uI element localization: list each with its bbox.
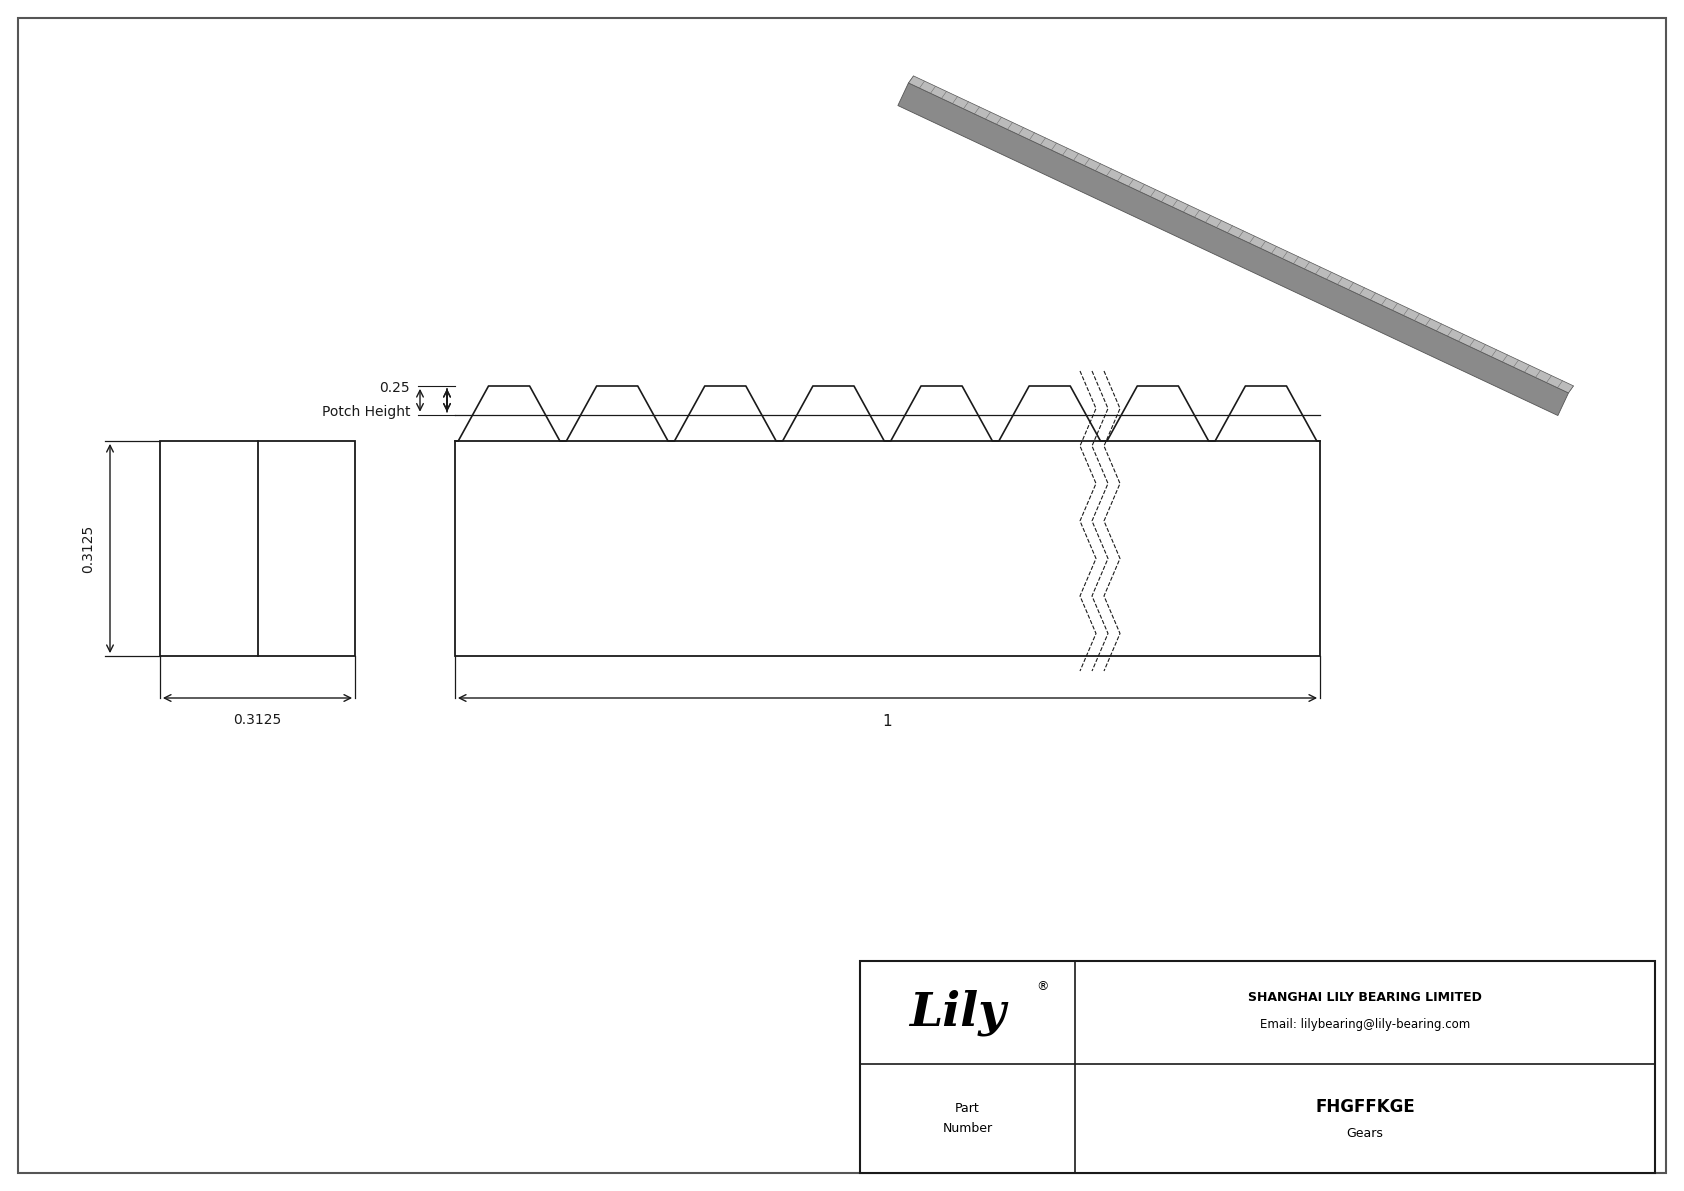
Text: 1: 1 <box>882 713 893 729</box>
Bar <box>160 441 355 656</box>
Bar <box>455 441 1320 656</box>
Text: Part
Number: Part Number <box>943 1103 992 1135</box>
Text: Potch Height: Potch Height <box>322 405 409 419</box>
Polygon shape <box>898 83 1568 416</box>
Polygon shape <box>908 76 1573 393</box>
Text: Email: lilybearing@lily-bearing.com: Email: lilybearing@lily-bearing.com <box>1260 1018 1470 1031</box>
Text: 0.25: 0.25 <box>379 381 409 395</box>
Text: SHANGHAI LILY BEARING LIMITED: SHANGHAI LILY BEARING LIMITED <box>1248 991 1482 1004</box>
Text: Gears: Gears <box>1347 1127 1384 1140</box>
Text: 0.3125: 0.3125 <box>234 713 281 727</box>
Text: ®: ® <box>1036 980 1049 993</box>
Text: Lily: Lily <box>909 990 1005 1036</box>
Text: 0.3125: 0.3125 <box>81 524 94 573</box>
Bar <box>861 961 1655 1173</box>
Text: FHGFFKGE: FHGFFKGE <box>1315 1097 1415 1116</box>
